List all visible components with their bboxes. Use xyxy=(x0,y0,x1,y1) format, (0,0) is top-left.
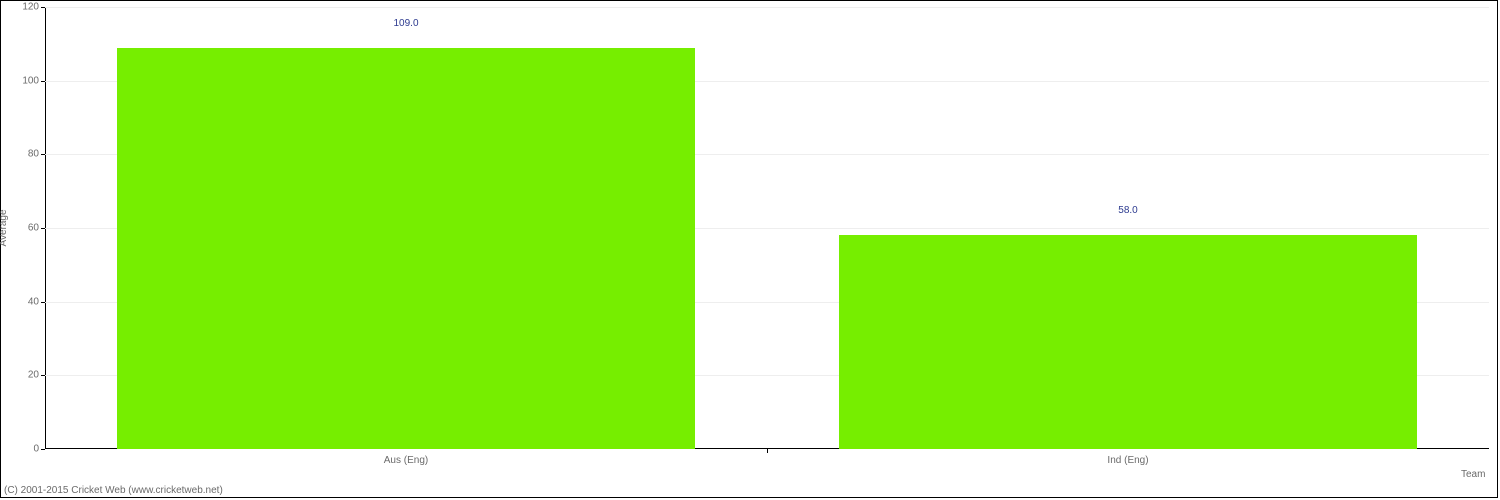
bar xyxy=(117,48,695,449)
y-tick-label: 60 xyxy=(28,223,45,234)
gridline xyxy=(45,7,1489,8)
copyright-text: (C) 2001-2015 Cricket Web (www.cricketwe… xyxy=(4,485,223,496)
plot-area: 020406080100120109.0Aus (Eng)58.0Ind (En… xyxy=(45,7,1489,449)
y-tick-label: 20 xyxy=(28,370,45,381)
x-axis-title: Team xyxy=(1461,469,1485,480)
bar-value-label: 109.0 xyxy=(393,18,418,33)
x-tick-label: Ind (Eng) xyxy=(1107,449,1148,466)
chart-frame: 0 20 40 60 80 100 120 109.0 Aus (Eng) 58.0 Ind (En… xyxy=(0,0,1498,498)
y-tick-label: 120 xyxy=(22,2,45,13)
bar xyxy=(839,235,1417,449)
y-tick-label: 80 xyxy=(28,149,45,160)
x-tick-mark xyxy=(767,449,768,453)
y-tick-label: 40 xyxy=(28,296,45,307)
y-tick-label: 0 xyxy=(33,444,45,455)
x-tick-label: Aus (Eng) xyxy=(384,449,428,466)
y-axis-title: Average xyxy=(0,209,9,246)
bar-value-label: 58.0 xyxy=(1118,205,1137,220)
y-tick-label: 100 xyxy=(22,75,45,86)
